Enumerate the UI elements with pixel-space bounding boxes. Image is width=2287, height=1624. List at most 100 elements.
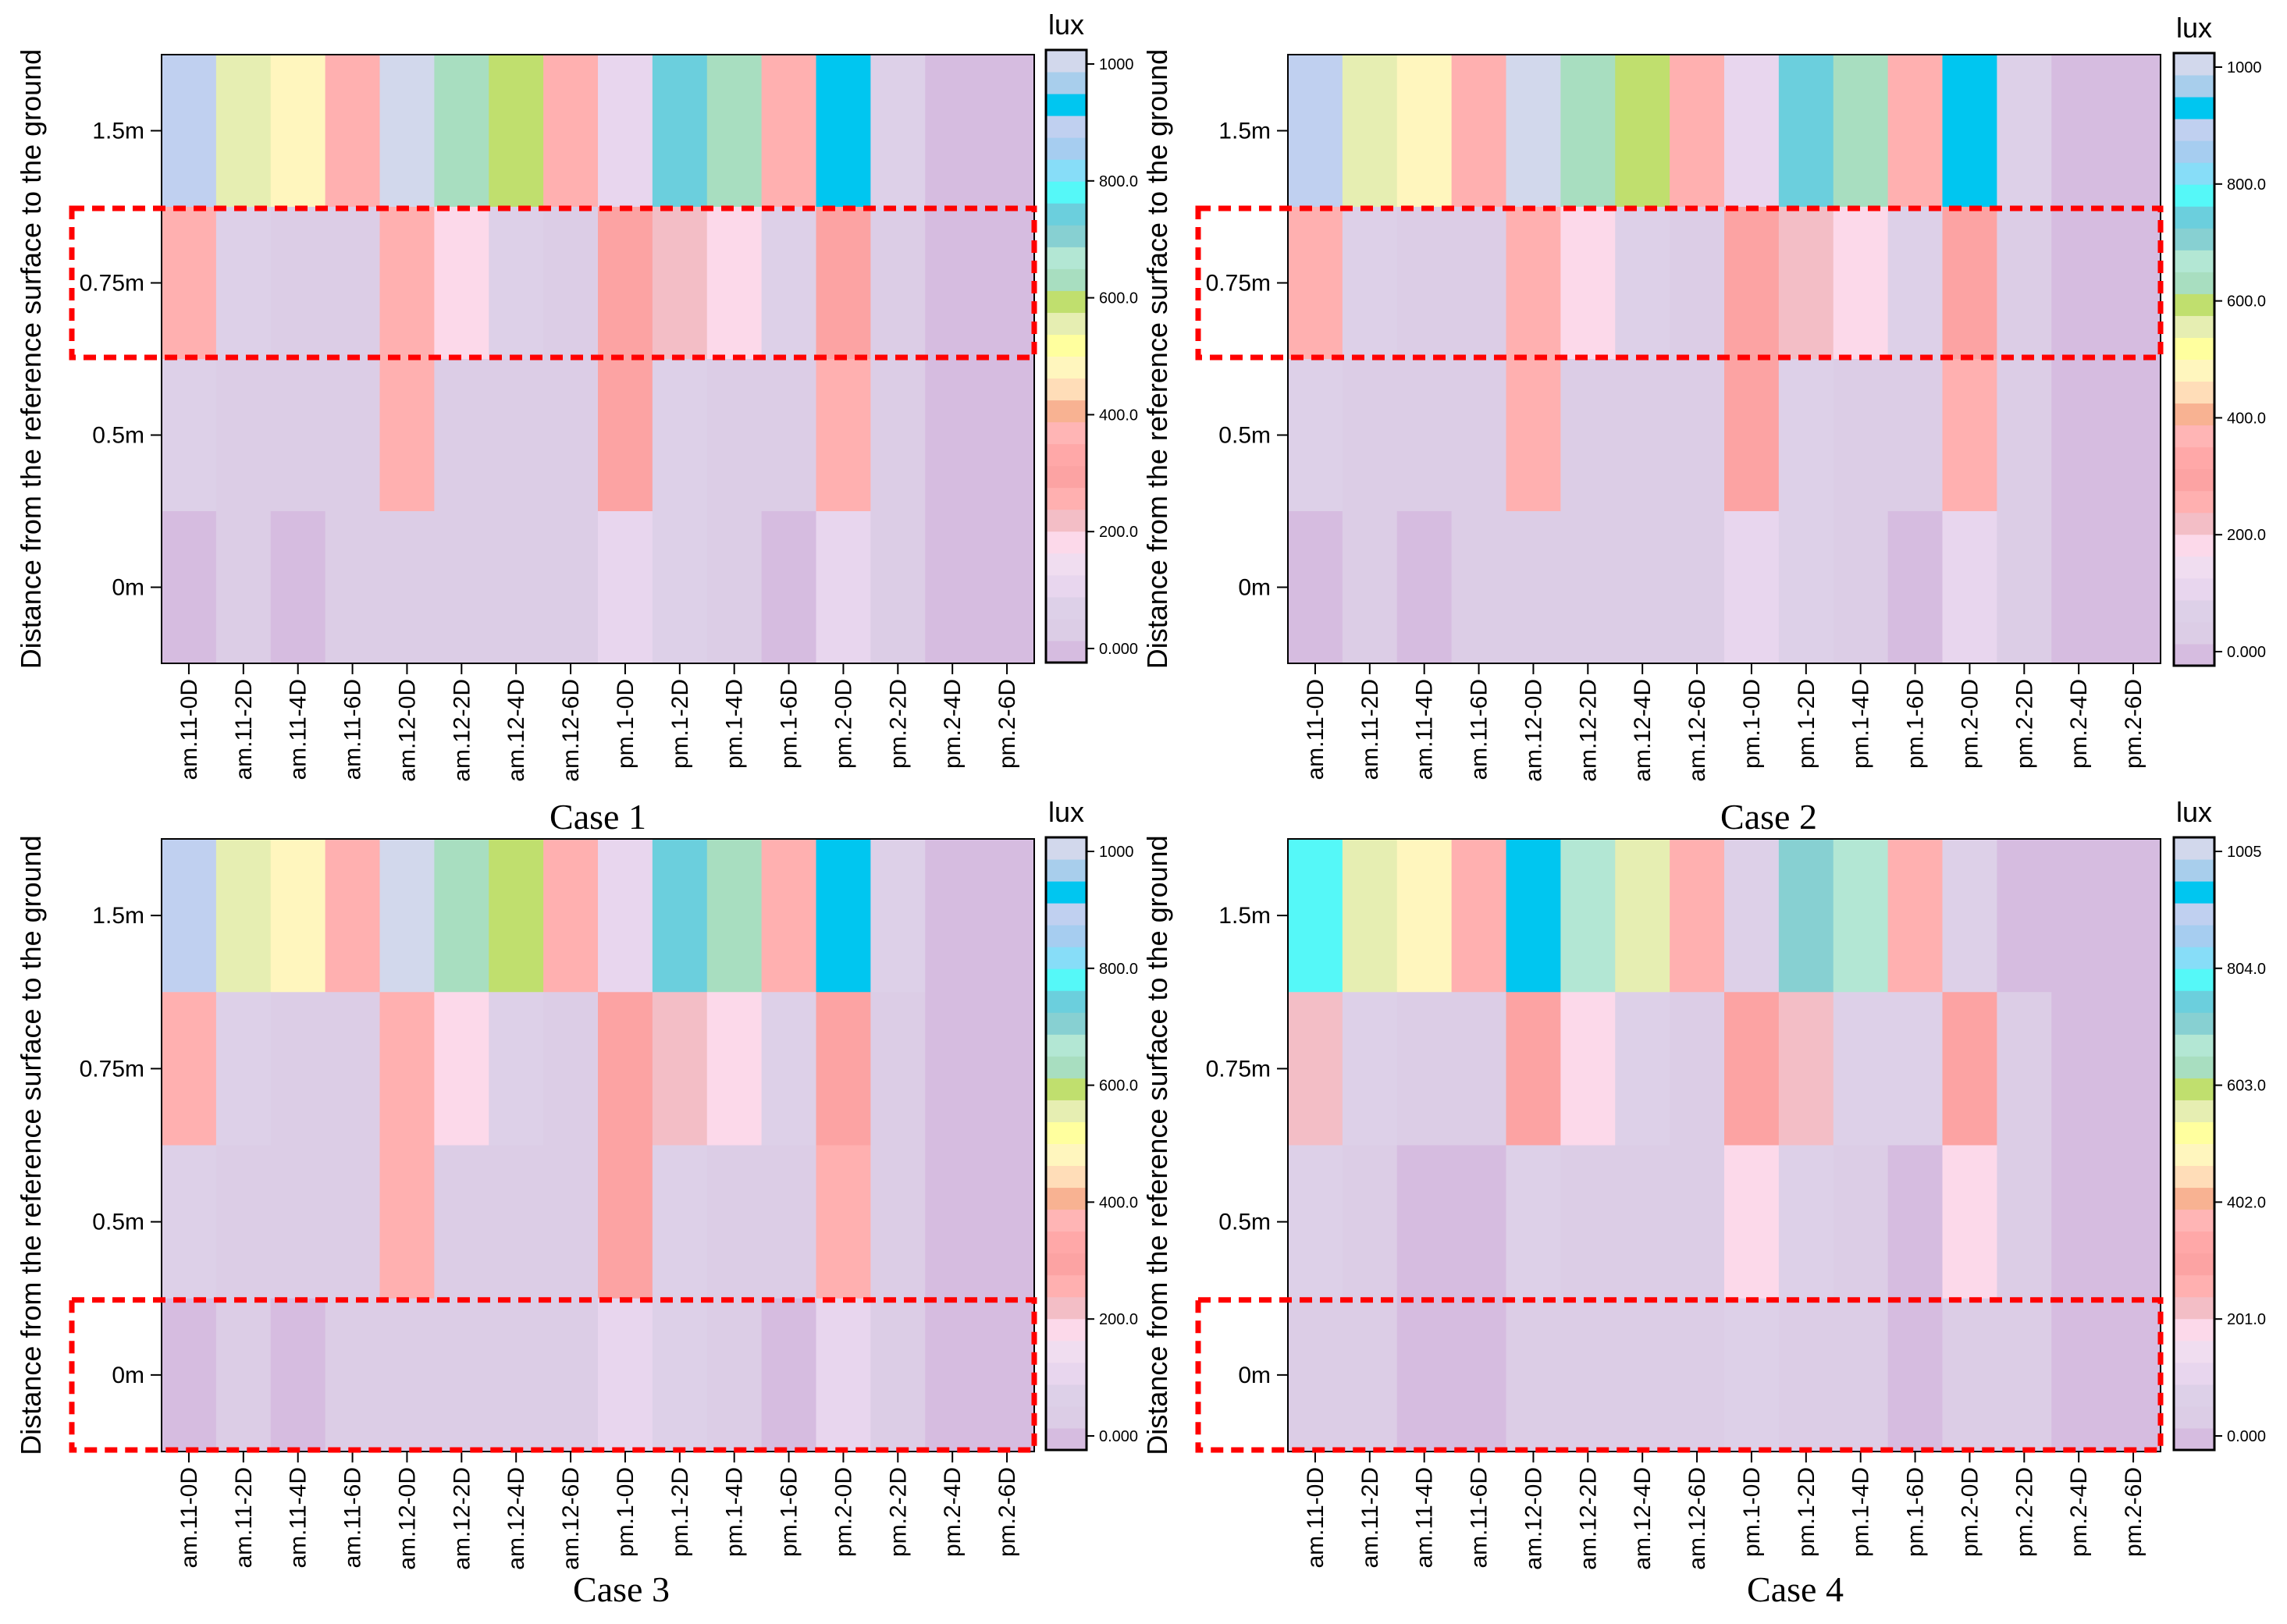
- colorbar-segment: [2174, 119, 2214, 141]
- colorbar-segment: [1046, 1340, 1087, 1363]
- colorbar-unit-label: lux: [2176, 12, 2212, 44]
- colorbar-segment: [1046, 968, 1087, 991]
- heatmap-cell: [2106, 55, 2161, 208]
- heatmap-cell: [162, 511, 217, 664]
- heatmap-cell: [1506, 55, 1561, 208]
- heatmap-cell: [1451, 1145, 1506, 1299]
- colorbar-segment: [2174, 599, 2214, 623]
- heatmap-cell: [816, 839, 871, 993]
- colorbar-segment: [1046, 50, 1087, 73]
- colorbar-segment: [1046, 1187, 1087, 1210]
- colorbar-segment: [2174, 1012, 2214, 1035]
- colorbar-segment: [2174, 425, 2214, 448]
- colorbar-segment: [2174, 1231, 2214, 1254]
- x-tick-label: pm.1-2D: [1794, 679, 1819, 769]
- heatmap-cell: [1396, 839, 1453, 993]
- heatmap-cell: [543, 1298, 599, 1452]
- heatmap-cell: [2106, 992, 2161, 1146]
- heatmap-cell: [980, 511, 1035, 664]
- y-tick-label: 1.5m: [1218, 119, 1271, 144]
- x-tick-label: pm.1-0D: [1739, 1467, 1765, 1557]
- y-tick-label: 0.75m: [80, 1056, 144, 1082]
- heatmap-cell: [325, 359, 380, 512]
- heatmap-cell: [1833, 359, 1889, 512]
- colorbar-segment: [1046, 225, 1087, 247]
- heatmap-cell: [1451, 1298, 1506, 1452]
- colorbar-segment: [1046, 115, 1087, 138]
- heatmap-cell: [379, 1145, 435, 1299]
- x-tick-label: pm.2-0D: [831, 1467, 856, 1557]
- y-tick-label: 0m: [1238, 1363, 1271, 1388]
- heatmap-cell: [489, 207, 544, 360]
- heatmap-cell: [1887, 1298, 1943, 1452]
- heatmap-cell: [1670, 359, 1725, 512]
- heatmap-cell: [162, 55, 217, 208]
- heatmap-cell: [816, 992, 871, 1146]
- colorbar-segment: [1046, 1209, 1087, 1232]
- colorbar-segment: [1046, 1427, 1087, 1451]
- x-tick-label: am.11-6D: [340, 1467, 366, 1569]
- x-tick-label: pm.2-4D: [940, 679, 966, 769]
- heatmap-cell: [434, 207, 489, 360]
- heatmap-cell: [489, 359, 544, 512]
- heatmap-cell: [1615, 1145, 1670, 1299]
- x-tick-label: pm.1-2D: [1794, 1467, 1819, 1557]
- colorbar-tick-label: 200.0: [2227, 527, 2266, 544]
- heatmap-cell: [1833, 55, 1889, 208]
- heatmap-cell: [489, 992, 544, 1146]
- heatmap-cell: [761, 359, 816, 512]
- heatmap-cell: [1288, 207, 1343, 360]
- x-tick-label: am.11-4D: [1412, 1467, 1438, 1569]
- heatmap-cell: [652, 359, 708, 512]
- heatmap-cell: [1342, 207, 1398, 360]
- colorbar-segment: [2174, 206, 2214, 229]
- heatmap-cell: [761, 1298, 816, 1452]
- colorbar-segment: [2174, 1121, 2214, 1144]
- heatmap-cell: [980, 1298, 1035, 1452]
- colorbar-segment: [2174, 1034, 2214, 1057]
- colorbar-segment: [2174, 903, 2214, 926]
- colorbar-tick-label: 600.0: [2227, 293, 2266, 311]
- x-tick-label: am.11-0D: [176, 1467, 202, 1569]
- colorbar-segment: [2174, 1362, 2214, 1385]
- colorbar-segment: [1046, 247, 1087, 269]
- colorbar-segment: [1046, 443, 1087, 467]
- colorbar-frame: [1044, 836, 1088, 1452]
- colorbar-segment: [1046, 509, 1087, 532]
- colorbar-segment: [1046, 574, 1087, 598]
- heatmap-cell: [1942, 511, 1997, 664]
- plot-frame: [1287, 54, 2161, 664]
- colorbar-tick-label: 600.0: [1099, 290, 1138, 307]
- colorbar-segment: [1046, 990, 1087, 1013]
- heatmap-cell: [1778, 992, 1834, 1146]
- x-tick-label: pm.1-6D: [777, 679, 802, 769]
- heatmap-cell: [1778, 207, 1834, 360]
- colorbar-segment: [1046, 925, 1087, 947]
- heatmap-cell: [543, 55, 599, 208]
- heatmap-cell: [1451, 511, 1506, 664]
- colorbar-segment: [1046, 334, 1087, 357]
- heatmap-cell: [1396, 207, 1453, 360]
- heatmap-cell: [1942, 839, 1997, 993]
- case-caption: Case 3: [573, 1569, 670, 1609]
- heatmap-cell: [1997, 1298, 2052, 1452]
- colorbar-segment: [2174, 881, 2214, 904]
- heatmap-cell: [598, 1145, 653, 1299]
- heatmap-cell: [652, 992, 708, 1146]
- x-tick-label: pm.1-0D: [613, 1467, 638, 1557]
- colorbar-tick-label: 0.000: [1099, 641, 1138, 658]
- x-tick-label: am.11-0D: [176, 679, 202, 780]
- colorbar-segment: [2174, 1318, 2214, 1341]
- heatmap-cell: [1724, 1298, 1780, 1452]
- heatmap-cell: [1506, 511, 1561, 664]
- heatmap-cell: [2051, 1145, 2107, 1299]
- x-tick-label: am.12-0D: [1521, 679, 1546, 782]
- x-tick-label: pm.2-0D: [1957, 1467, 1983, 1557]
- colorbar-segment: [2174, 1143, 2214, 1167]
- heatmap-cell: [1833, 207, 1889, 360]
- heatmap-cell: [1724, 55, 1780, 208]
- x-tick-label: pm.2-6D: [994, 679, 1020, 769]
- heatmap-cell: [1887, 55, 1943, 208]
- colorbar-unit-label: lux: [1048, 9, 1084, 41]
- heatmap-cell: [215, 992, 272, 1146]
